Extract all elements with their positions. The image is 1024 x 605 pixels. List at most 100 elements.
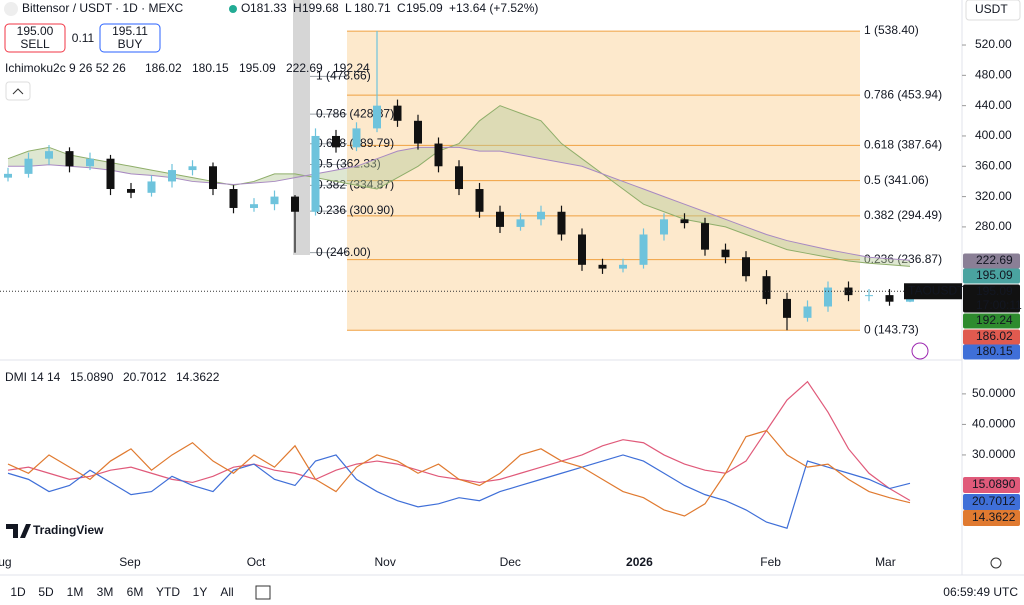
price-badge-label: 195.09 — [976, 268, 1013, 282]
range-button[interactable]: 1Y — [193, 585, 208, 599]
fib-label: 0 (143.73) — [864, 322, 919, 336]
price-badge — [963, 313, 1020, 329]
range-button[interactable]: 3M — [97, 585, 114, 599]
candle-body — [516, 219, 525, 227]
y-tick-label: 400.00 — [975, 128, 1012, 142]
cloud-line — [7, 105, 911, 267]
ohlc-key: L — [345, 1, 352, 15]
x-tick-label: Feb — [760, 555, 781, 569]
candle-body — [414, 120, 422, 144]
range-button[interactable]: 6M — [127, 585, 144, 599]
candle-body — [127, 189, 135, 193]
sell-button[interactable] — [4, 23, 66, 53]
range-button[interactable]: YTD — [156, 585, 180, 599]
candle-body — [475, 189, 484, 212]
dmi-badge — [963, 494, 1020, 510]
candle-body — [311, 135, 320, 212]
candle-body — [352, 128, 361, 148]
dmi-tick-label: 50.0000 — [972, 386, 1016, 400]
candle-body — [291, 196, 299, 212]
fib-label: 0.5 (341.06) — [864, 173, 929, 187]
change: +13.64 (+7.52%) — [449, 1, 538, 15]
y-tick-label: 360.00 — [975, 158, 1012, 172]
candle-body — [168, 170, 176, 182]
dmi-badge-label: 15.0890 — [972, 477, 1016, 491]
fib-left-label: 0 (246.00) — [316, 245, 371, 259]
y-tick-label: 440.00 — [975, 98, 1012, 112]
fib-label: 0.382 (294.49) — [864, 208, 942, 222]
candle-body — [188, 166, 197, 171]
fib-label: 0.618 (387.64) — [864, 138, 942, 152]
buy-price: 195.11 — [112, 24, 148, 38]
candle-body — [373, 105, 381, 129]
dmi-legend-value: 14.3622 — [176, 370, 220, 384]
collapse-icon — [12, 88, 24, 95]
fib-left-label: 0.786 (428.87) — [316, 106, 394, 120]
spread: 0.11 — [72, 31, 95, 45]
y-tick-label: 320.00 — [975, 189, 1012, 203]
ichimoku-name: Ichimoku2c 9 26 52 26 — [5, 61, 126, 75]
symbol-tag — [904, 283, 962, 300]
candle-body — [783, 298, 791, 318]
highlight-band — [293, 0, 310, 255]
candle-body — [865, 295, 873, 297]
candle-body — [455, 166, 463, 190]
symbol-icon — [4, 2, 18, 16]
candle-body — [885, 295, 894, 302]
settings-button[interactable] — [990, 557, 1002, 569]
currency-button[interactable] — [965, 0, 1021, 21]
status-dot — [229, 5, 237, 13]
candle-body — [65, 151, 74, 167]
price-badge-label: 186.02 — [976, 329, 1013, 343]
candle-body — [496, 211, 504, 227]
buy-label: BUY — [118, 37, 143, 51]
x-tick-label: ug — [0, 555, 12, 569]
x-tick-label: 2026 — [626, 555, 653, 569]
ichimoku-value: 180.15 — [192, 61, 229, 75]
ichimoku-value: 192.24 — [333, 61, 370, 75]
ohlc-key: O — [241, 1, 250, 15]
cloud-fill — [8, 105, 910, 267]
ichimoku-value: 186.02 — [145, 61, 182, 75]
dmi-tick-label: 40.0000 — [972, 417, 1016, 431]
cloud-line — [8, 146, 911, 261]
x-tick-label: Oct — [247, 555, 266, 569]
candle-body — [393, 105, 402, 121]
brand-logo — [6, 524, 31, 538]
candle-body — [24, 158, 33, 174]
ohlc-value: 195.09 — [406, 1, 443, 15]
collapse-button[interactable] — [5, 81, 31, 101]
price-badge — [963, 253, 1020, 269]
x-tick-label: Sep — [119, 555, 141, 569]
currency: USDT — [975, 2, 1008, 16]
ohlc-value: 199.68 — [302, 1, 339, 15]
ichimoku-value: 195.09 — [239, 61, 276, 75]
candle-body — [434, 143, 443, 167]
candle-body — [742, 257, 750, 277]
dmi-badge — [963, 510, 1020, 526]
range-button[interactable]: 5D — [38, 585, 54, 599]
x-tick-label: Dec — [500, 555, 521, 569]
fib-label: 1 (538.40) — [864, 23, 919, 37]
price-badge-label: 222.69 — [976, 253, 1013, 267]
price-badge-label: 192.24 — [976, 313, 1013, 327]
range-button[interactable]: 1D — [10, 585, 26, 599]
alert-icon[interactable] — [911, 342, 929, 360]
x-tick-label: Mar — [875, 555, 896, 569]
fib-left-label: 0.236 (300.90) — [316, 203, 394, 217]
dmi-legend-value: 20.7012 — [123, 370, 167, 384]
candle-body — [45, 151, 53, 159]
buy-button[interactable] — [99, 23, 161, 53]
range-button[interactable]: All — [220, 585, 233, 599]
brand: TradingView — [33, 523, 104, 537]
price-badge — [963, 329, 1020, 345]
calendar-button[interactable] — [255, 585, 271, 600]
fib-label: 0.786 (453.94) — [864, 87, 942, 101]
dmi-name: DMI 14 14 — [5, 370, 61, 384]
y-tick-label: 520.00 — [975, 37, 1012, 51]
dmi-badge-label: 14.3622 — [972, 510, 1016, 524]
range-button[interactable]: 1M — [67, 585, 84, 599]
price-badge — [963, 284, 1020, 313]
candle-body — [270, 196, 279, 205]
